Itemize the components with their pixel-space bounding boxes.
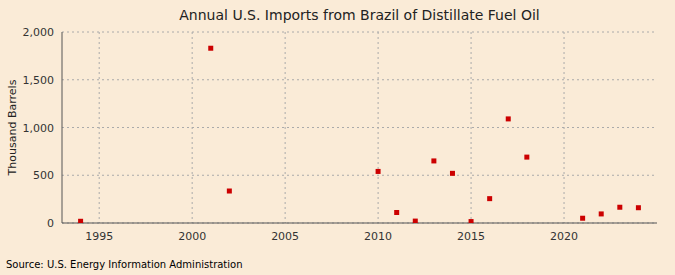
point [450,171,455,176]
x-tick-label: 2010 [364,230,392,243]
chart: Annual U.S. Imports from Brazil of Disti… [0,0,675,275]
grid-line [62,32,657,33]
point [376,169,381,174]
x-tick-label: 2020 [550,230,578,243]
point [524,155,529,160]
grid-line [62,127,657,128]
y-tick-label: 500 [33,169,54,182]
title: Annual U.S. Imports from Brazil of Disti… [179,7,539,23]
source-note: Source: U.S. Energy Information Administ… [6,259,243,270]
point [78,219,83,223]
grid-line [99,32,100,223]
x-axis-line [62,223,657,224]
y-tick-label: 1,000 [23,122,55,135]
grid-line [62,175,657,176]
grid-line [378,32,379,223]
grid-line [192,32,193,223]
y-tick-label: 2,000 [23,26,55,39]
point [580,216,585,221]
grid [62,32,657,223]
grid-line [564,32,565,223]
point [413,219,418,223]
x-tick-label: 2000 [178,230,206,243]
grid-line [62,79,657,80]
grid-line [285,32,286,223]
point [394,210,399,215]
point [487,196,492,201]
y-axis-label: Thousand Barrels [6,79,19,176]
point [469,219,474,223]
point [617,205,622,210]
point [599,211,604,216]
point [506,116,511,121]
point [431,158,436,163]
x-tick-label: 2005 [271,230,299,243]
grid-line [471,32,472,223]
x-tick-label: 2015 [457,230,485,243]
points [78,46,641,223]
grid-line [62,223,657,224]
y-tick-label: 0 [47,217,54,230]
y-tick-label: 1,500 [23,74,55,87]
point [227,189,232,194]
y-axis-line [62,32,63,223]
tick-labels: 0 500 1,000 1,500 2,000 1995 2000 2005 2010 2015 2… [23,26,579,243]
point [636,205,641,210]
point [208,46,213,51]
x-tick-label: 1995 [85,230,113,243]
